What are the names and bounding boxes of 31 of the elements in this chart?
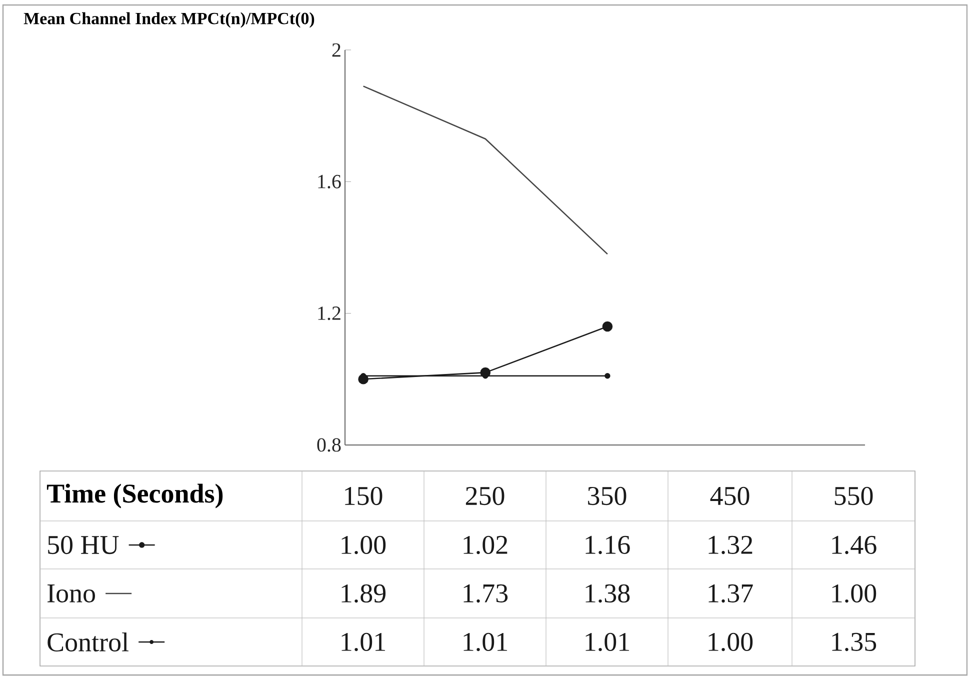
- data-label: 1.73: [464, 584, 508, 603]
- x-tick-label: 250: [466, 486, 504, 506]
- data-label: 1.01: [342, 632, 386, 652]
- y-tick-label: 1.6: [318, 174, 341, 188]
- x-tick-label: 450: [710, 486, 750, 506]
- text: 1.46: [832, 536, 876, 554]
- text: 1.00: [708, 632, 753, 652]
- legend-label: 50 HU: [48, 536, 119, 554]
- point: [602, 321, 613, 332]
- x-tick-label: 350: [588, 486, 626, 506]
- data-label: 1.01: [464, 632, 508, 652]
- data-label: 1.38: [586, 584, 630, 603]
- data-label: 1.89: [342, 584, 386, 603]
- y-tick-label: 1.2: [318, 306, 340, 320]
- legend-label: Iono: [48, 584, 95, 602]
- y-tick-label: 2: [332, 43, 340, 57]
- x-tick-label: 150: [345, 486, 382, 506]
- data-label: 1.02: [464, 536, 508, 554]
- text: 1.37: [708, 584, 753, 603]
- data-label: 1.16: [586, 536, 630, 554]
- text: Mean Channel Index MPCt(n)/MPCt(0): [24, 12, 314, 28]
- point: [604, 373, 610, 379]
- text: 1.32: [708, 536, 752, 554]
- x-axis-title: Time (Seconds): [46, 484, 223, 508]
- x-tick-label: 550: [834, 486, 873, 506]
- legend-label: Control: [48, 632, 129, 652]
- y-tick-label: 0.8: [317, 438, 341, 452]
- data-label: 1.00: [342, 536, 386, 554]
- text: 1.00: [832, 584, 876, 603]
- data-label: 1.01: [586, 632, 630, 652]
- text: 1.35: [832, 632, 876, 652]
